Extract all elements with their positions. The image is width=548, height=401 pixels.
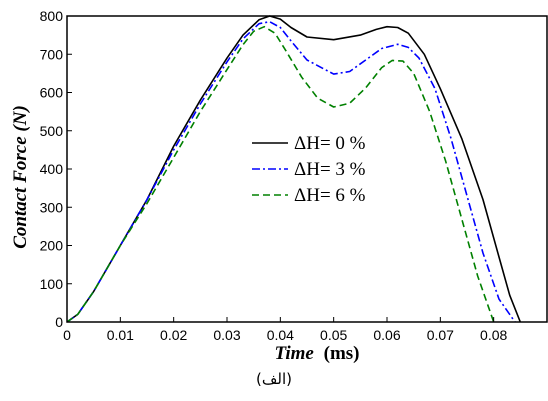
series-layer	[66, 15, 522, 323]
x-tick-label: 0.03	[213, 327, 240, 343]
x-axis-title-italic: Time	[274, 343, 314, 364]
ticks-layer: 0 0.01 0.02 0.03 0.04 0.05 0.06 0.07 0.08 0 100 200…	[40, 8, 508, 343]
x-axis-title-unit: (ms)	[324, 343, 360, 364]
y-tick-label: 700	[40, 46, 64, 62]
y-axis-title: Contact Force (N)	[10, 105, 31, 249]
x-tick-label: 0.05	[320, 327, 347, 343]
y-tick-label: 300	[40, 199, 64, 215]
series-line-2	[66, 20, 516, 323]
y-tick-label: 600	[40, 85, 64, 101]
y-tick-label: 800	[40, 8, 64, 24]
legend-label-3: ΔH= 6 %	[294, 185, 366, 206]
y-tick-label: 400	[40, 161, 64, 177]
y-tick-label: 500	[40, 123, 64, 139]
figure-caption: (الف)	[256, 370, 292, 388]
series-line-3	[66, 25, 495, 323]
legend: ΔH= 0 % ΔH= 3 % ΔH= 6 %	[252, 133, 366, 206]
y-tick-label: 0	[55, 314, 63, 330]
x-tick-label: 0.08	[480, 327, 507, 343]
x-tick-label: 0.02	[160, 327, 187, 343]
y-tick-label: 100	[40, 276, 64, 292]
x-tick-label: 0.04	[267, 327, 294, 343]
legend-label-1: ΔH= 0 %	[294, 133, 366, 154]
legend-label-2: ΔH= 3 %	[294, 159, 366, 180]
x-tick-label: 0.07	[427, 327, 454, 343]
y-tick-label: 200	[40, 238, 64, 254]
axis-titles: Time (ms) Contact Force (N)	[10, 105, 360, 364]
x-tick-label: 0.06	[373, 327, 400, 343]
x-tick-label: 0.01	[107, 327, 134, 343]
x-tick-label: 0	[63, 327, 71, 343]
x-axis-title: Time (ms)	[274, 343, 359, 364]
